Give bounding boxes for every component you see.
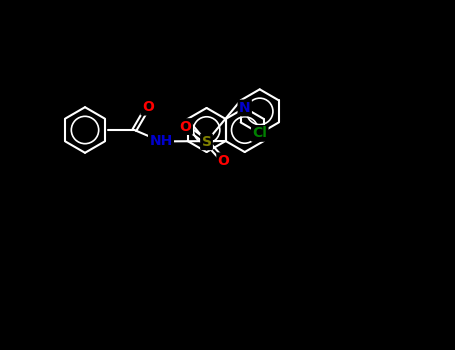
Text: O: O [180, 120, 192, 134]
Text: Cl: Cl [252, 126, 267, 140]
Text: N: N [239, 101, 251, 115]
Text: S: S [202, 135, 212, 149]
Text: NH: NH [149, 134, 172, 148]
Text: O: O [142, 100, 154, 114]
Text: O: O [217, 154, 230, 168]
